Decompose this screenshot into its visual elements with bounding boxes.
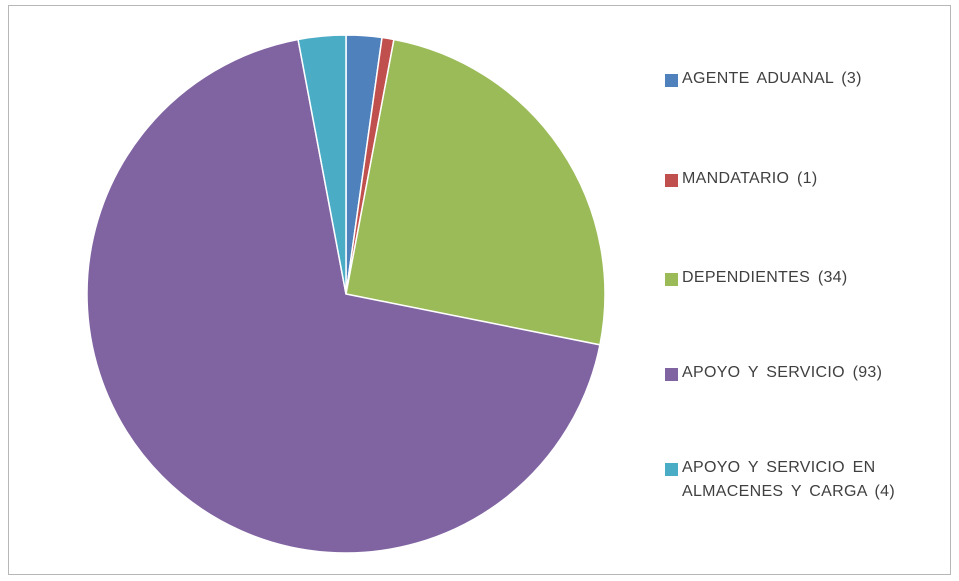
legend-label: MANDATARIO (1): [682, 170, 818, 187]
legend-swatch: [665, 74, 678, 87]
legend-label: DEPENDIENTES (34): [682, 269, 848, 286]
pie-slice-3: [345, 38, 606, 346]
legend-swatch: [665, 368, 678, 381]
pie-slice-5: [297, 34, 347, 295]
legend-swatch: [665, 463, 678, 476]
legend-item-apoyo-almacenes-carga: APOYO Y SERVICIO EN ALMACENES Y CARGA (4…: [665, 459, 922, 504]
legend-swatch: [665, 273, 678, 286]
legend-item-apoyo-y-servicio: APOYO Y SERVICIO (93): [665, 364, 922, 385]
chart-legend: AGENTE ADUANAL (3) MANDATARIO (1) DEPEND…: [665, 6, 945, 574]
legend-swatch: [665, 174, 678, 187]
pie-slice-4: [86, 38, 601, 554]
pie-chart: [86, 34, 606, 554]
legend-item-mandatario: MANDATARIO (1): [665, 170, 922, 191]
legend-item-agente-aduanal: AGENTE ADUANAL (3): [665, 70, 922, 91]
legend-item-dependientes: DEPENDIENTES (34): [665, 269, 922, 290]
legend-label: AGENTE ADUANAL (3): [682, 70, 862, 87]
legend-label: APOYO Y SERVICIO EN ALMACENES Y CARGA (4…: [682, 459, 895, 500]
legend-label: APOYO Y SERVICIO (93): [682, 364, 883, 381]
chart-area: AGENTE ADUANAL (3) MANDATARIO (1) DEPEND…: [8, 5, 951, 575]
